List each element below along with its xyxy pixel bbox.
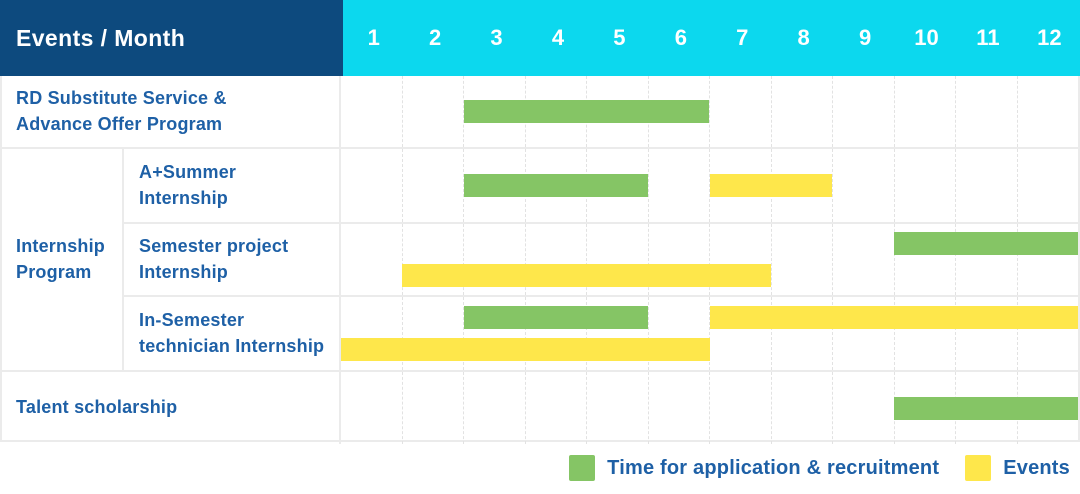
- gantt-lane: [341, 232, 1078, 255]
- application-bar: [463, 174, 649, 197]
- gantt-lane: [341, 396, 1078, 420]
- subrow-label-line: A+Summer: [139, 161, 237, 182]
- month-header-1: 1: [367, 25, 380, 50]
- group-label-line: Program: [16, 261, 92, 282]
- row-semester-project-internship: Semester project Internship: [124, 222, 1078, 295]
- month-header-4: 4: [551, 25, 565, 50]
- subrow-label: Semester project Internship: [124, 224, 341, 295]
- subrow-label-line: technician Internship: [139, 335, 325, 356]
- subrow-label-line: Semester project: [139, 235, 289, 256]
- row-chart: [341, 224, 1078, 295]
- row-rd-substitute-service: RD Substitute Service & Advance Offer Pr…: [2, 76, 1078, 147]
- subrow-label: In-Semester technician Internship: [124, 297, 341, 370]
- row-label: Talent scholarship: [2, 372, 341, 444]
- application-bar: [463, 100, 710, 123]
- subrow-label: A+Summer Internship: [124, 149, 341, 222]
- legend: Time for application & recruitment Event…: [0, 442, 1080, 494]
- gantt-lane: [341, 174, 1078, 197]
- row-label-line: Advance Offer Program: [16, 113, 223, 134]
- month-header-9: 9: [858, 25, 872, 50]
- row-chart: [341, 149, 1078, 222]
- group-rows: A+Summer Internship Semester project: [124, 149, 1078, 370]
- application-bar: [893, 396, 1078, 420]
- month-header-7: 7: [736, 25, 749, 50]
- month-header-6: 6: [674, 25, 687, 50]
- month-header-10: 10: [914, 25, 939, 50]
- gantt-lane: [341, 100, 1078, 123]
- row-label-line: RD Substitute Service &: [16, 87, 227, 108]
- event-bar: [341, 338, 710, 361]
- subrow-label-line: Internship: [139, 261, 229, 282]
- row-in-semester-technician-internship: In-Semester technician Internship: [124, 295, 1078, 370]
- event-bar: [402, 264, 771, 287]
- group-label: Internship Program: [2, 149, 124, 370]
- row-chart: [341, 297, 1078, 370]
- month-header-8: 8: [797, 25, 810, 50]
- event-bar: [709, 306, 1078, 329]
- month-header-12: 12: [1037, 25, 1062, 50]
- green-swatch-icon: [569, 455, 596, 481]
- subrow-label-line: Internship: [139, 187, 229, 208]
- gantt-lane: [341, 338, 1078, 361]
- header-title: Events / Month: [0, 0, 343, 76]
- subrow-label-line: In-Semester: [139, 309, 245, 330]
- row-label: RD Substitute Service & Advance Offer Pr…: [2, 76, 341, 147]
- month-header-11: 11: [976, 25, 1000, 50]
- row-a-plus-summer-internship: A+Summer Internship: [124, 149, 1078, 222]
- month-header-5: 5: [613, 25, 626, 50]
- yellow-swatch-icon: [965, 455, 992, 481]
- row-talent-scholarship: Talent scholarship: [2, 370, 1078, 444]
- gantt-lane: [341, 306, 1078, 329]
- legend-item-application: Time for application & recruitment: [569, 455, 939, 481]
- group-internship-program: Internship Program A+Summer Internship: [2, 147, 1078, 370]
- month-header-3: 3: [490, 25, 503, 50]
- event-bar: [709, 174, 833, 197]
- row-chart: [341, 372, 1078, 444]
- table-header: Events / Month 1 2 3 4 5 6 7 8 9 10 11 1…: [0, 0, 1080, 76]
- gantt-lane: [341, 264, 1078, 287]
- month-header-strip: 1 2 3 4 5 6 7 8 9 10 11 12: [343, 0, 1080, 76]
- legend-label: Events: [1003, 456, 1070, 479]
- application-bar: [463, 306, 649, 329]
- legend-label: Time for application & recruitment: [607, 456, 940, 479]
- group-label-line: Internship: [16, 235, 106, 256]
- gantt-table: Events / Month 1 2 3 4 5 6 7 8 9 10 11 1…: [0, 0, 1080, 444]
- month-header-2: 2: [429, 25, 442, 50]
- application-bar: [893, 232, 1078, 255]
- row-chart: [341, 76, 1078, 147]
- legend-item-events: Events: [965, 455, 1070, 481]
- row-label-line: Talent scholarship: [16, 397, 178, 418]
